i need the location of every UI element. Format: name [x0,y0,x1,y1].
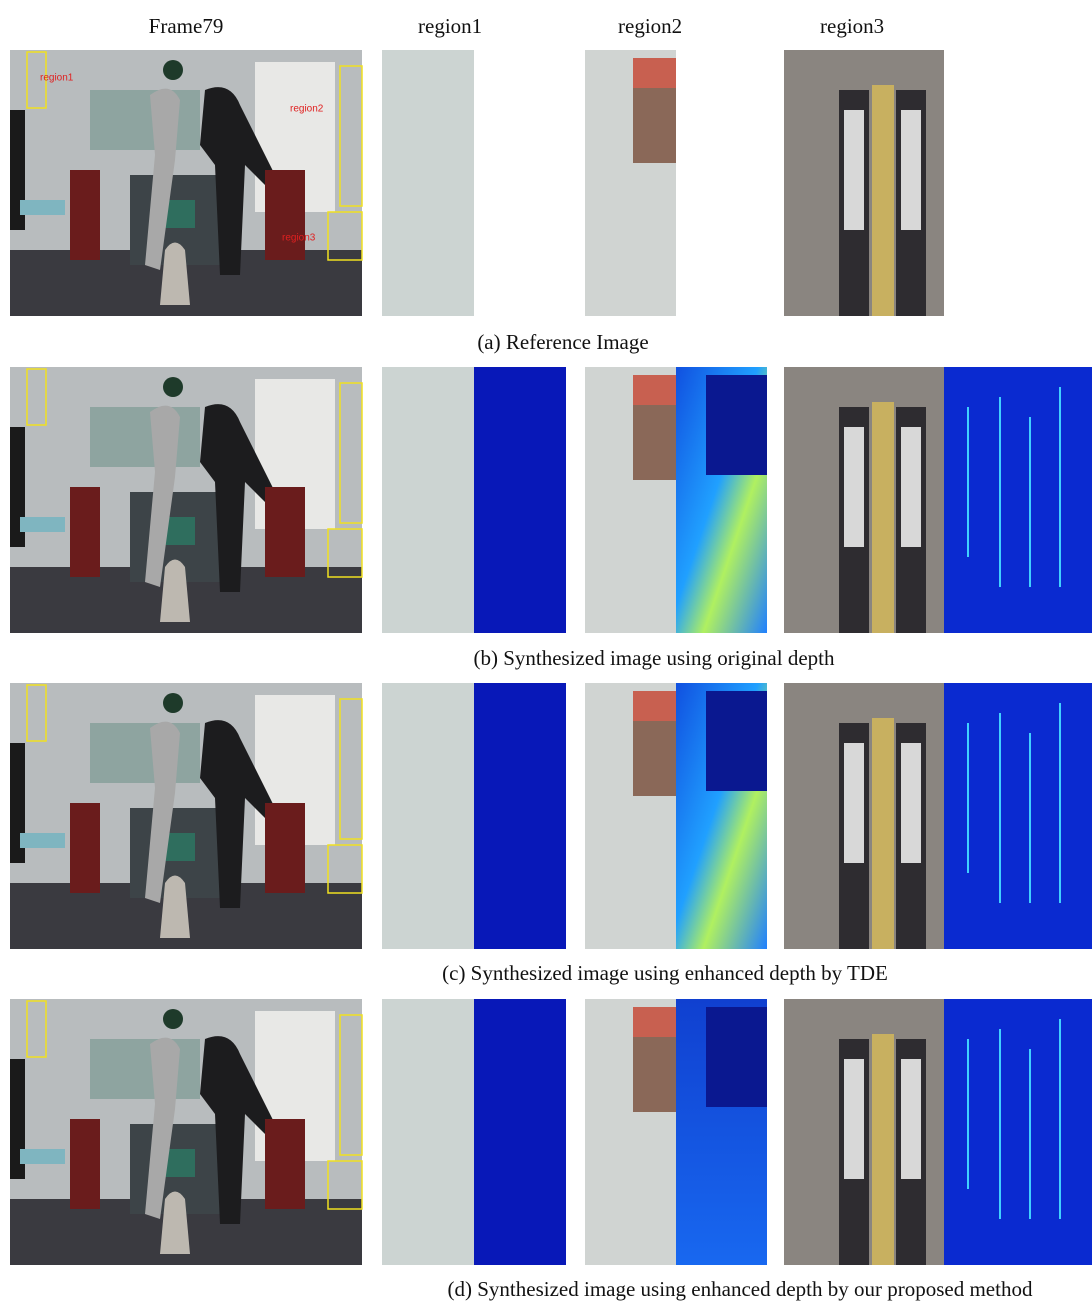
region3-crop [784,367,944,633]
frame-image [10,683,362,949]
column-header: region1 [418,14,482,38]
error-map [944,999,1092,1265]
region-label: region3 [282,233,316,244]
region-label: region2 [290,104,324,115]
error-map [944,683,1092,949]
column-header: Frame79 [149,14,224,38]
region2-crop [585,50,676,316]
column-header: region3 [820,14,884,38]
caption: (b) Synthesized image using original dep… [473,646,835,670]
region3-crop [784,50,944,316]
region3-crop [784,683,944,949]
frame-image [10,999,362,1265]
frame-image [10,50,362,316]
error-map [474,999,566,1265]
region2-crop [585,683,676,949]
region1-crop [382,367,474,633]
error-map [474,683,566,949]
frame-image [10,367,362,633]
region3-crop [784,999,944,1265]
region1-crop [382,683,474,949]
caption: (c) Synthesized image using enhanced dep… [442,961,888,985]
caption: (a) Reference Image [477,330,648,354]
figure: Frame79 region1 region2 region3 region1 regio… [0,0,1092,1305]
error-map [944,367,1092,633]
region2-crop [585,367,676,633]
region-label: region1 [40,73,74,84]
caption: (d) Synthesized image using enhanced dep… [448,1277,1033,1301]
error-map-patch [706,1007,767,1107]
column-header: region2 [618,14,682,38]
region1-crop [382,50,474,316]
error-map-patch [706,375,767,475]
error-map-patch [706,691,767,791]
error-map [474,367,566,633]
region2-crop [585,999,676,1265]
region1-crop [382,999,474,1265]
